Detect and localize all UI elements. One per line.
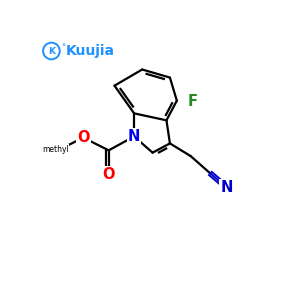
Text: O: O	[77, 130, 89, 145]
Text: F: F	[188, 94, 198, 109]
Text: O: O	[103, 167, 115, 182]
Text: K: K	[48, 46, 55, 56]
Text: °: °	[61, 43, 65, 52]
Text: N: N	[220, 180, 233, 195]
Text: N: N	[128, 129, 140, 144]
Text: Kuujia: Kuujia	[65, 44, 115, 58]
Text: methyl: methyl	[42, 145, 69, 154]
